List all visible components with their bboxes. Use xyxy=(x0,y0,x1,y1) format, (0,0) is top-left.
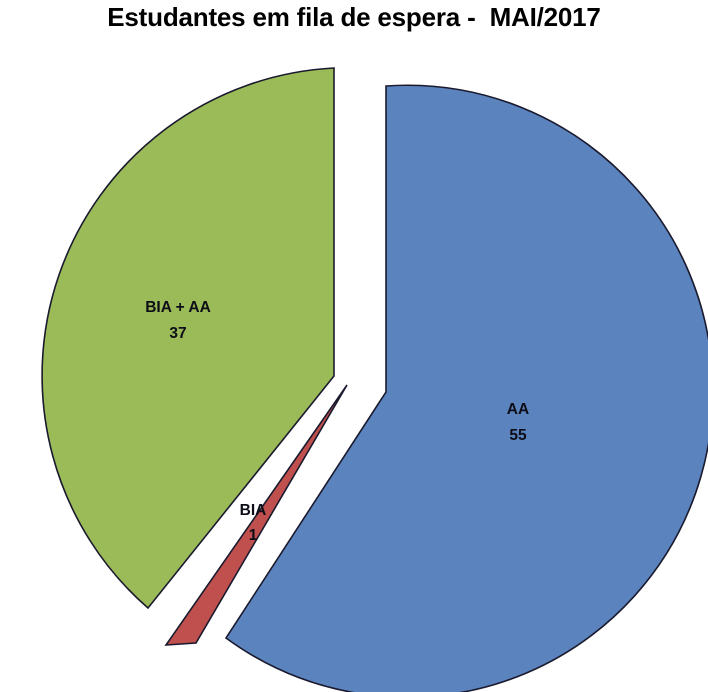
pie-slice-bia[interactable] xyxy=(164,384,348,646)
pie-slice-value-bia: 1 xyxy=(249,527,258,544)
pie-slice-group-bia: BIA 1 xyxy=(164,384,348,646)
pie-slice-label-bia-aa: BIA + AA xyxy=(145,299,211,316)
pie-slice-value-aa: 55 xyxy=(509,427,527,444)
pie-slice-label-bia: BIA xyxy=(240,502,267,519)
pie-slice-bia-aa[interactable] xyxy=(41,67,335,610)
chart-title: Estudantes em fila de espera - MAI/2017 xyxy=(107,2,601,32)
pie-slice-value-bia-aa: 37 xyxy=(169,325,186,342)
pie-slice-label-aa: AA xyxy=(507,401,529,418)
pie-slice-aa[interactable] xyxy=(224,84,708,692)
pie-slice-group-bia-aa: BIA + AA 37 xyxy=(41,67,335,610)
pie-slice-group-aa: AA 55 xyxy=(224,84,708,692)
